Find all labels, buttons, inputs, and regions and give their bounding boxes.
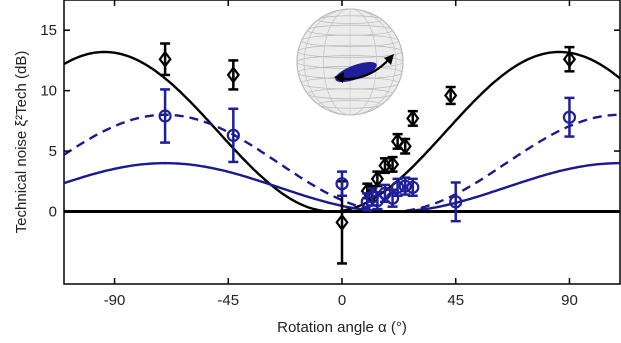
data-point	[158, 88, 172, 144]
diamond-marker	[406, 109, 420, 128]
axis-ticks: -90 -45 0 45 90 0 5 10 15	[40, 0, 620, 309]
y-tick-label: 0	[49, 203, 57, 220]
y-axis-label: Technical noise ξ²Tech (dB)	[13, 51, 30, 234]
data-point	[562, 45, 577, 73]
y-tick-label: 15	[40, 22, 57, 39]
circle-marker	[226, 128, 240, 142]
diamond-marker	[370, 170, 385, 188]
data-point	[406, 177, 420, 198]
data-point	[385, 155, 400, 174]
data-point	[226, 59, 240, 91]
diamond-marker	[158, 50, 172, 69]
circle-marker	[449, 195, 463, 209]
arrow-head	[384, 54, 394, 65]
data-point	[398, 137, 412, 156]
x-axis-label: Rotation angle α (°)	[277, 319, 407, 336]
data-point	[562, 96, 577, 138]
x-tick-label: -90	[104, 292, 126, 309]
circle-marker	[562, 110, 577, 124]
circle-marker	[385, 191, 400, 205]
circle-marker	[335, 177, 349, 191]
x-tick-label: 90	[561, 292, 578, 309]
circle-marker	[391, 180, 405, 194]
y-tick-label: 5	[49, 143, 57, 160]
x-tick-label: 45	[447, 292, 464, 309]
circle-marker	[398, 179, 412, 193]
diamond-marker	[226, 66, 240, 84]
diamond-marker	[335, 213, 349, 232]
x-tick-label: -45	[217, 292, 239, 309]
diamond-marker	[385, 155, 400, 174]
data-point	[158, 42, 172, 77]
diamond-marker	[398, 137, 412, 156]
sphere-meridian	[303, 8, 397, 116]
spin-distribution	[335, 62, 377, 82]
data-point	[406, 109, 420, 128]
circle-marker	[158, 109, 172, 123]
diamond-marker	[562, 50, 577, 69]
data-point	[226, 107, 240, 164]
data-points	[158, 42, 577, 265]
diamond-marker	[444, 86, 458, 105]
data-point	[335, 170, 349, 198]
data-point	[444, 85, 458, 106]
fit-curve-2	[63, 113, 620, 213]
rotation-arrow	[339, 57, 391, 80]
data-point	[449, 181, 463, 223]
x-tick-label: 0	[338, 292, 346, 309]
bloch-sphere-inset	[296, 8, 404, 116]
arrow-head	[334, 72, 344, 83]
circle-marker	[406, 180, 420, 194]
y-tick-label: 10	[40, 83, 57, 100]
